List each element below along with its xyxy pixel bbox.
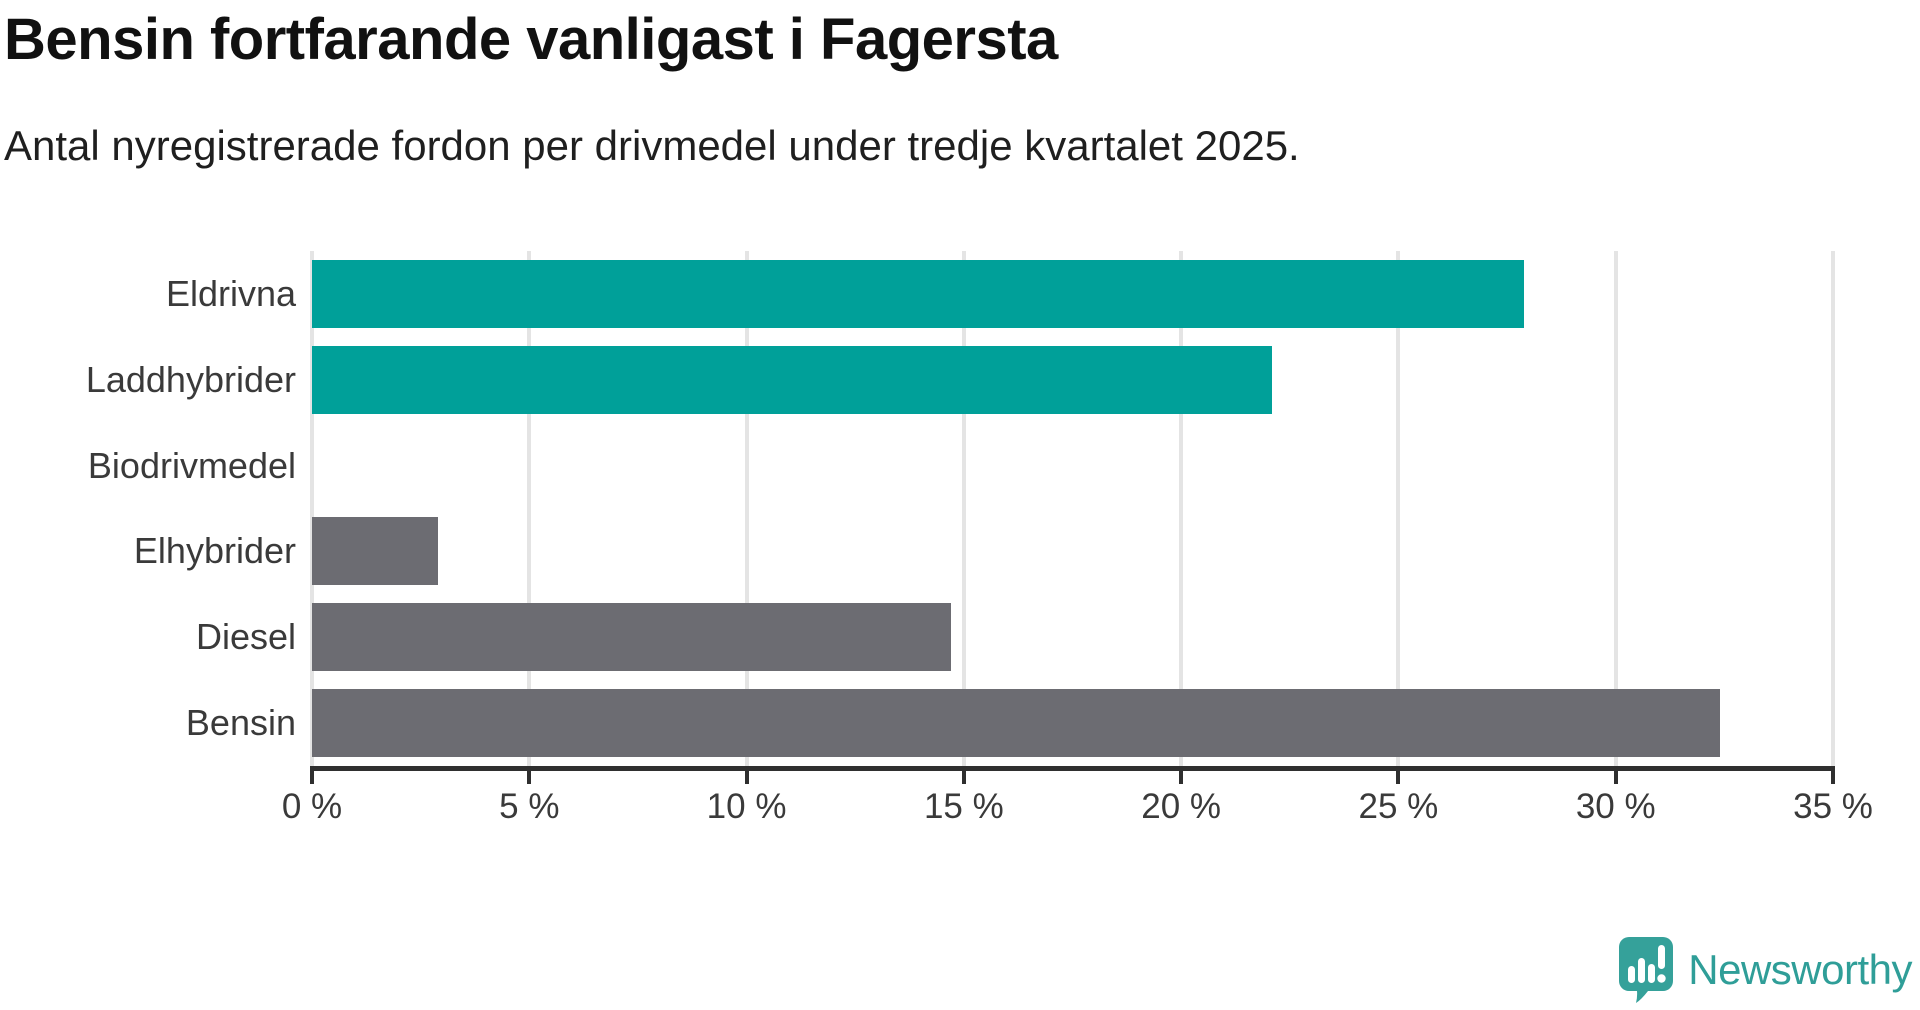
category-label: Bensin [185,702,296,744]
bar-eldrivna [312,259,1525,328]
bar-bensin [312,689,1720,758]
axis-tick [1179,771,1184,784]
chart-title: Bensin fortfarande vanligast i Fagersta [4,7,1058,72]
gridline [1179,251,1184,766]
chart-subtitle: Antal nyregistrerade fordon per drivmede… [4,122,1300,169]
axis-tick [961,771,966,784]
axis-tick-label: 5 % [499,787,560,826]
axis-tick-label: 0 % [281,787,343,826]
newsworthy-logo-icon [1619,937,1674,1003]
axis-tick-label: 15 % [923,787,1004,826]
x-axis-line [310,766,1835,771]
bar-laddhybrider [312,345,1273,414]
axis-tick-label: 25 % [1358,787,1439,826]
axis-tick [744,771,749,784]
brand-footer: Newsworthy [1618,936,1912,1004]
axis-tick-label: 35 % [1793,787,1873,826]
axis-tick [310,771,314,784]
gridline [527,251,532,766]
bar-diesel [312,603,951,672]
category-label: Eldrivna [165,272,296,314]
axis-tick-label: 10 % [706,787,787,826]
axis-tick [527,771,532,784]
gridline [1831,251,1835,766]
gridline [1396,251,1401,766]
axis-tick-label: 20 % [1141,787,1222,826]
category-label: Elhybrider [133,530,296,572]
axis-tick [1396,771,1401,784]
axis-tick-label: 30 % [1575,787,1656,826]
brand-name: Newsworthy [1688,946,1912,993]
category-label: Diesel [195,616,296,658]
category-label: Biodrivmedel [87,444,296,486]
gridline [744,251,749,766]
axis-tick [1613,771,1618,784]
gridline [961,251,966,766]
axis-tick [1831,771,1835,784]
category-label: Laddhybrider [85,358,296,400]
gridline [310,251,314,766]
gridline [1613,251,1618,766]
bar-elhybrider [312,517,439,586]
